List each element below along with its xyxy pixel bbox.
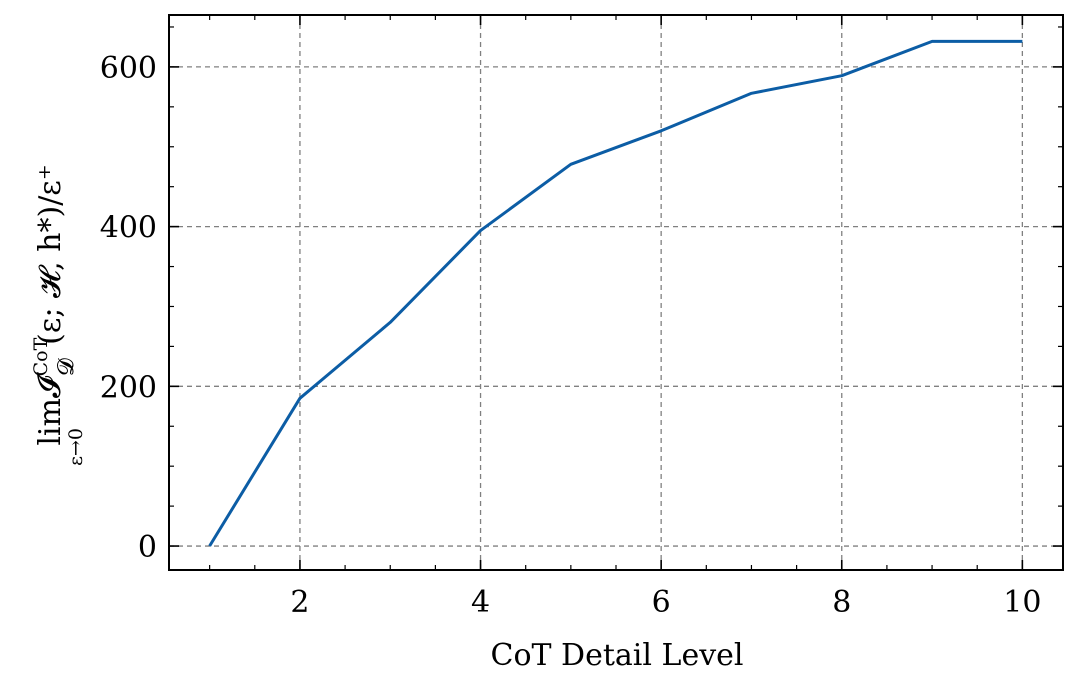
series-layer xyxy=(208,39,1023,547)
y-label-sub: 𝓓 xyxy=(54,358,79,376)
x-tick-label: 8 xyxy=(832,585,851,620)
y-label-sup: CoT xyxy=(30,337,52,376)
minor-ticks xyxy=(169,15,1063,570)
x-axis-label: CoT Detail Level xyxy=(490,638,743,673)
y-axis-label: lim𝓘CoT𝓓(ε; 𝓗, h*)/ε⁺ ε→0 xyxy=(30,164,87,466)
x-tick-label: 2 xyxy=(290,585,309,620)
grid-lines xyxy=(169,15,1063,570)
series-line-0 xyxy=(208,39,1023,547)
y-tick-label: 600 xyxy=(100,51,157,86)
major-ticks xyxy=(169,15,1063,570)
y-tick-label: 0 xyxy=(138,530,157,565)
svg-text:lim𝓘CoT𝓓(ε; 𝓗, h*)/ε⁺: lim𝓘CoT𝓓(ε; 𝓗, h*)/ε⁺ xyxy=(30,164,79,445)
tick-labels: 2 4 6 8 10 0 200 400 600 xyxy=(100,51,1042,620)
x-tick-label: 6 xyxy=(652,585,671,620)
plot-frame xyxy=(168,14,1064,571)
x-tick-label: 4 xyxy=(471,585,490,620)
y-label-lim: lim xyxy=(33,398,68,446)
y-tick-label: 400 xyxy=(100,211,157,246)
y-tick-label: 200 xyxy=(100,370,157,405)
y-label-rest: (ε; 𝓗, h*)/ε⁺ xyxy=(33,164,68,345)
y-label-lim-sub: ε→0 xyxy=(65,428,87,466)
x-tick-label: 10 xyxy=(1003,585,1041,620)
